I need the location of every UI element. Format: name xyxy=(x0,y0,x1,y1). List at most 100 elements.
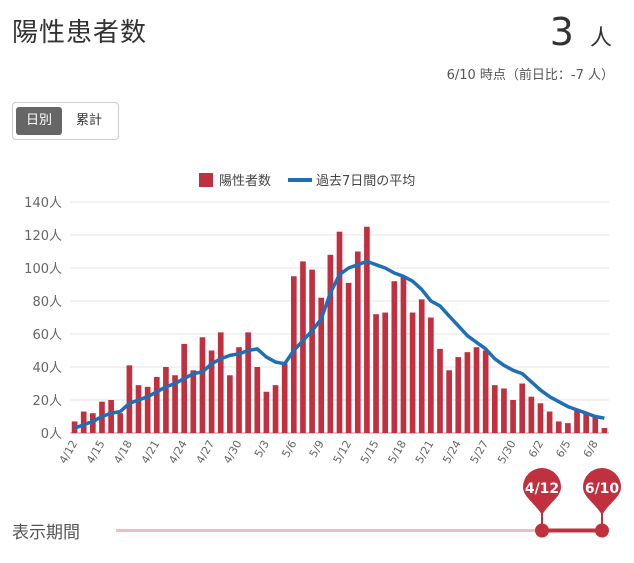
x-tick-label: 5/6 xyxy=(279,438,299,460)
bar xyxy=(117,413,124,433)
range-track[interactable] xyxy=(116,529,604,532)
range-end-handle[interactable]: 6/10 xyxy=(583,468,621,538)
bar xyxy=(446,370,452,433)
legend-line-swatch xyxy=(288,178,312,182)
bar xyxy=(510,400,516,433)
bar xyxy=(199,337,206,433)
bar xyxy=(327,254,334,433)
bar xyxy=(135,385,142,433)
legend-bar-label: 陽性者数 xyxy=(219,174,271,189)
bar xyxy=(281,363,288,433)
x-axis-labels: 4/12 4/15 4/18 4/21 4/24 4/27 4/30 5/3 5/6 5/9 5/1… xyxy=(57,438,601,466)
bar xyxy=(373,314,379,433)
range-slider[interactable]: 4/12 6/10 xyxy=(0,463,634,563)
bar xyxy=(464,352,471,433)
bar xyxy=(354,251,361,433)
as-of-subtitle: 6/10 時点（前日比：-7 人） xyxy=(446,68,614,83)
bar xyxy=(190,370,197,433)
bar xyxy=(318,297,325,433)
average-line xyxy=(74,259,605,430)
bar xyxy=(537,403,544,433)
legend-bar-swatch xyxy=(199,173,213,187)
bar xyxy=(574,409,580,433)
y-tick-label: 100人 xyxy=(24,262,62,277)
case-count-value: 3 xyxy=(549,10,574,54)
cases-chart: 陽性者数 過去7日間の平均 0人 20人 40人 60人 80人 100人 120人 140人… xyxy=(24,173,609,466)
case-count-unit: 人 xyxy=(589,26,612,51)
bar xyxy=(418,299,425,433)
daily-toggle-button[interactable]: 日別 xyxy=(16,107,63,135)
bar xyxy=(455,357,462,433)
y-tick-label: 80人 xyxy=(32,295,62,310)
y-tick-label: 40人 xyxy=(32,361,62,376)
bar xyxy=(519,383,526,433)
x-tick-label: 5/30 xyxy=(495,438,519,466)
x-tick-label: 4/18 xyxy=(111,438,135,466)
bar xyxy=(163,367,169,433)
x-tick-label: 6/5 xyxy=(553,438,573,460)
bar xyxy=(546,411,553,433)
x-tick-label: 4/15 xyxy=(84,438,108,466)
bar xyxy=(217,332,224,433)
bar xyxy=(601,428,608,433)
x-tick-label: 6/8 xyxy=(581,438,601,460)
bar xyxy=(345,282,352,433)
bar xyxy=(428,317,434,433)
range-start-handle[interactable]: 4/12 xyxy=(523,468,561,538)
x-tick-label: 4/24 xyxy=(166,438,190,466)
bar xyxy=(382,312,389,433)
bar xyxy=(300,261,306,433)
bar xyxy=(565,423,571,433)
x-tick-label: 5/15 xyxy=(358,438,382,466)
bar xyxy=(245,332,251,433)
y-tick-label: 120人 xyxy=(24,229,62,244)
x-tick-label: 5/24 xyxy=(440,438,464,466)
bar xyxy=(400,276,407,433)
y-tick-label: 0人 xyxy=(41,427,62,442)
bar xyxy=(153,376,160,433)
page-title: 陽性患者数 xyxy=(12,18,148,48)
x-tick-label: 5/3 xyxy=(252,438,272,460)
bar xyxy=(80,411,87,433)
line-series xyxy=(74,259,605,430)
x-tick-label: 4/21 xyxy=(139,438,163,466)
bar xyxy=(528,396,535,433)
bar xyxy=(336,231,343,433)
bar xyxy=(227,375,233,433)
bar xyxy=(437,348,443,433)
bar xyxy=(583,413,589,433)
y-tick-label: 20人 xyxy=(32,394,62,409)
y-tick-label: 60人 xyxy=(32,328,62,343)
x-tick-label: 5/9 xyxy=(307,438,327,460)
bar xyxy=(290,276,297,433)
x-tick-label: 4/30 xyxy=(221,438,245,466)
handle-knob xyxy=(535,523,549,538)
bar xyxy=(409,312,416,433)
handle-label: 4/12 xyxy=(525,481,559,497)
view-toggle: 日別 累計 xyxy=(12,102,119,140)
bar xyxy=(208,350,215,433)
chart-legend: 陽性者数 過去7日間の平均 xyxy=(199,173,415,189)
x-tick-label: 4/12 xyxy=(57,438,81,466)
bar xyxy=(482,350,489,433)
bar xyxy=(108,400,114,433)
bar xyxy=(126,365,133,433)
case-count: 3 人 xyxy=(550,10,612,54)
bar xyxy=(144,386,151,433)
bar xyxy=(263,391,270,433)
x-tick-label: 4/27 xyxy=(194,438,218,466)
handle-bubble xyxy=(583,468,621,515)
bar xyxy=(254,367,261,433)
bar xyxy=(592,416,599,433)
cumulative-toggle-button[interactable]: 累計 xyxy=(76,113,103,128)
x-tick-label: 5/12 xyxy=(331,438,355,466)
bar xyxy=(501,388,507,433)
bar xyxy=(555,421,562,433)
x-tick-label: 5/18 xyxy=(385,438,409,466)
bar-series xyxy=(71,226,608,433)
bar xyxy=(181,343,188,433)
bar xyxy=(272,385,279,433)
bar xyxy=(473,347,480,433)
handle-bubble xyxy=(523,468,561,515)
range-label: 表示期間 xyxy=(12,523,80,543)
